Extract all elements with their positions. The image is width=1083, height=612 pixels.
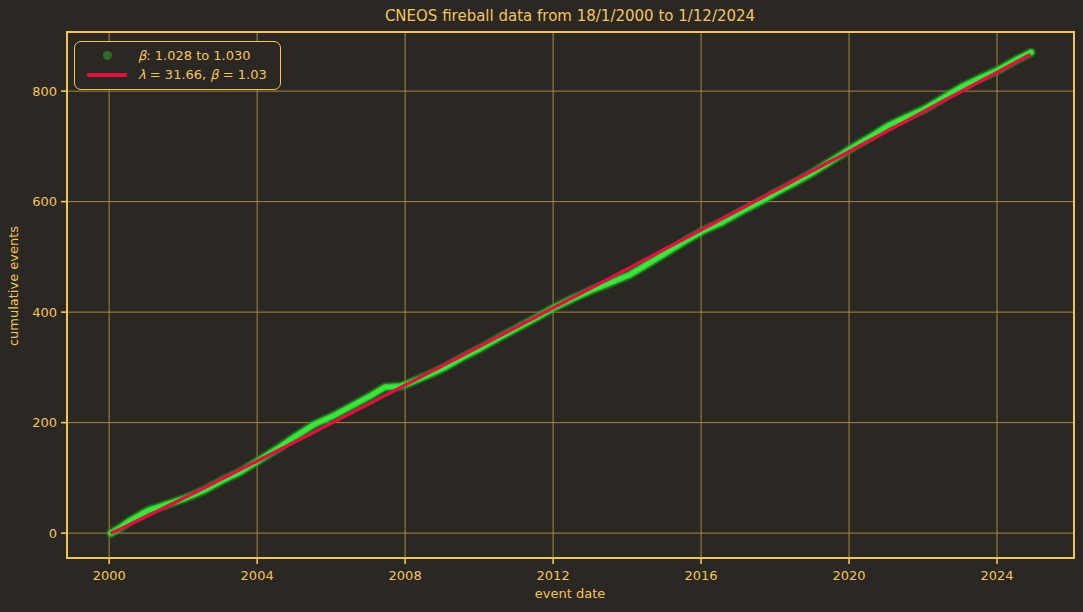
x-tick-label: 2024	[981, 568, 1014, 583]
y-tick-label: 600	[32, 194, 57, 209]
x-axis-label: event date	[535, 586, 605, 601]
legend-label-fit-end: = 1.03	[219, 67, 267, 82]
y-tick-label: 200	[32, 415, 57, 430]
beta-symbol-2: β	[210, 67, 218, 82]
x-tick-label: 2016	[685, 568, 718, 583]
figure: 2000 2004 2008 2012 2016 2020 2024 0 200 400 600 80…	[0, 0, 1083, 612]
legend: β: 1.028 to 1.030 λ = 31.66, β = 1.03	[74, 41, 281, 90]
lambda-symbol: λ	[138, 67, 146, 82]
legend-item-fit-line: λ = 31.66, β = 1.03	[85, 67, 267, 82]
scatter-marker-icon	[103, 51, 112, 60]
y-tick-label: 0	[49, 526, 57, 541]
y-tick-label: 400	[32, 305, 57, 320]
legend-label-scatter: β: 1.028 to 1.030	[138, 48, 251, 63]
y-tick-label: 800	[32, 84, 57, 99]
legend-label-fit: λ = 31.66, β = 1.03	[138, 67, 267, 82]
legend-item-scatter: β: 1.028 to 1.030	[85, 48, 267, 63]
legend-label-scatter-text: : 1.028 to 1.030	[146, 48, 250, 63]
fit-line-marker-icon	[87, 73, 127, 77]
legend-label-fit-mid: = 31.66,	[146, 67, 211, 82]
chart-title: CNEOS fireball data from 18/1/2000 to 1/…	[385, 7, 755, 25]
y-axis-label: cumulative events	[6, 226, 21, 346]
x-tick-label: 2012	[537, 568, 570, 583]
x-tick-label: 2000	[93, 568, 126, 583]
x-tick-label: 2020	[833, 568, 866, 583]
x-tick-label: 2008	[389, 568, 422, 583]
x-tick-label: 2004	[241, 568, 274, 583]
plot-svg: 2000 2004 2008 2012 2016 2020 2024 0 200 400 600 80…	[0, 0, 1083, 612]
